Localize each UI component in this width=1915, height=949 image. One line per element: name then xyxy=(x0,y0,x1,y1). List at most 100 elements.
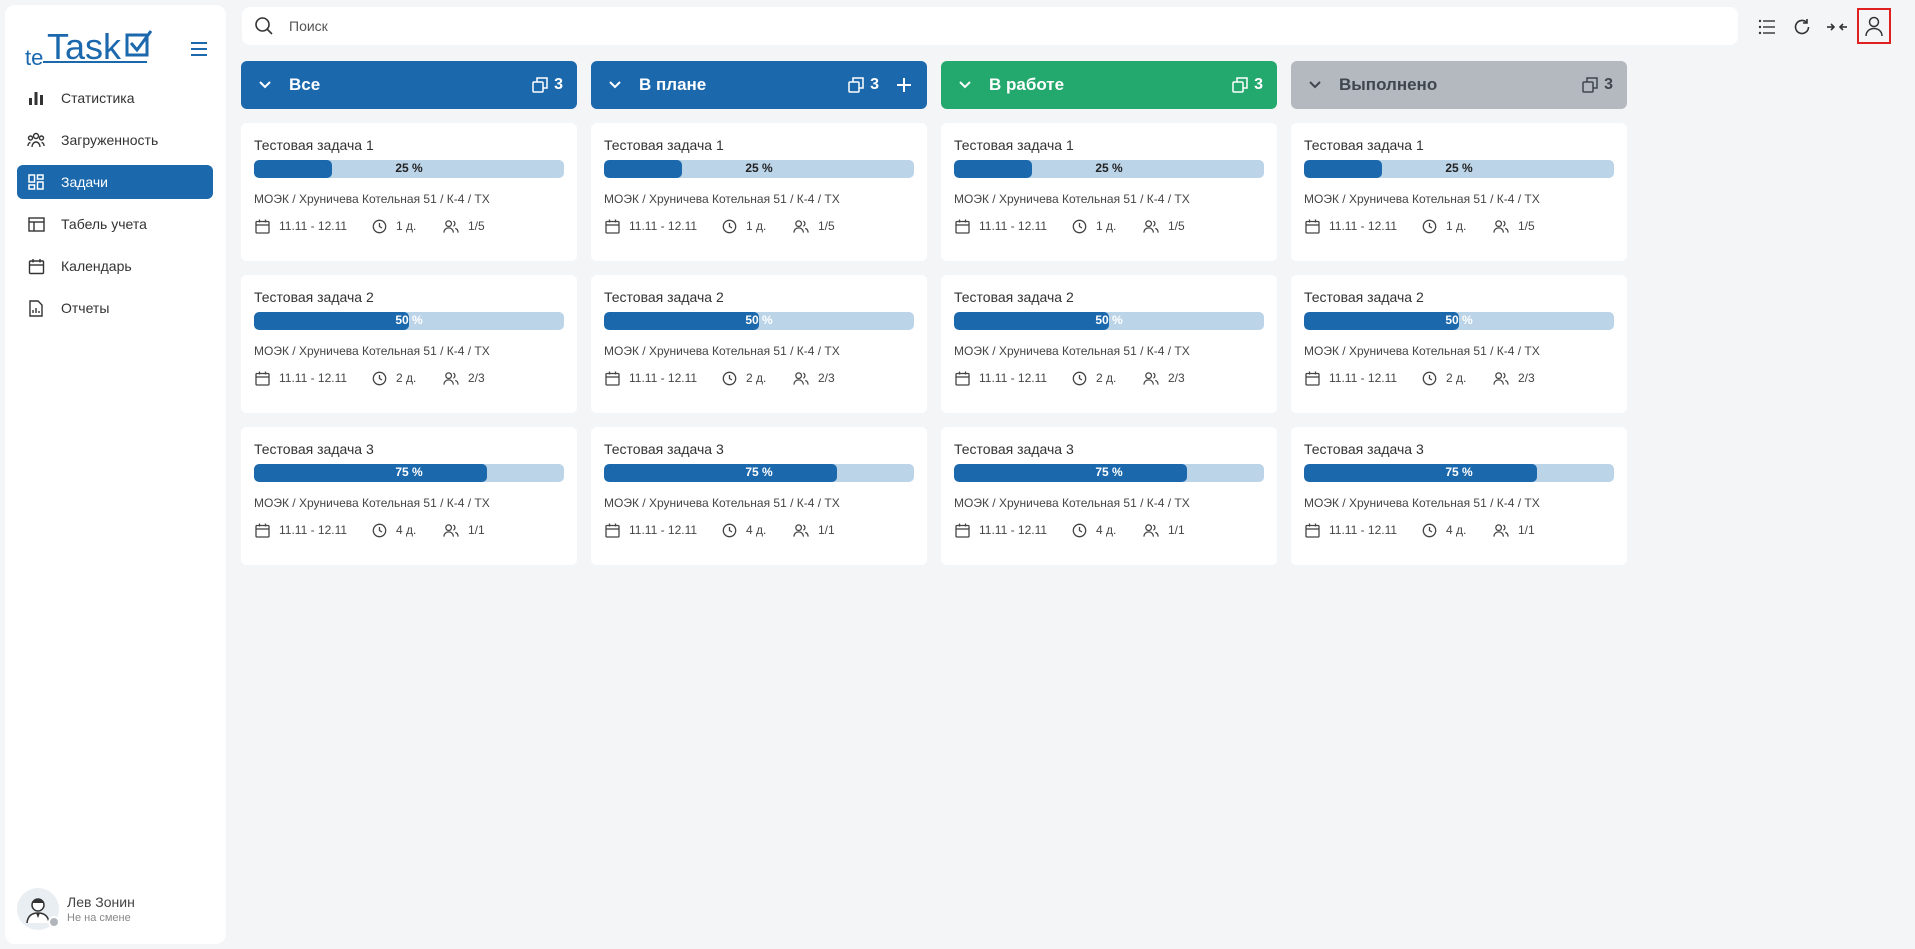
task-duration: 4 д. xyxy=(746,523,767,537)
sidebar-item-calendar[interactable]: Календарь xyxy=(17,249,213,283)
task-card[interactable]: Тестовая задача 2 50 % МОЭК / Хруничева … xyxy=(941,275,1277,413)
chevron-down-icon[interactable] xyxy=(257,77,273,93)
column-count: 3 xyxy=(1604,76,1613,93)
task-card[interactable]: Тестовая задача 3 75 % МОЭК / Хруничева … xyxy=(1291,427,1627,565)
task-path: МОЭК / Хруничева Котельная 51 / К-4 / ТХ xyxy=(604,496,840,510)
user-avatar-icon xyxy=(26,898,50,924)
calendar-icon xyxy=(254,522,270,538)
progress-bar: 75 % xyxy=(254,464,564,482)
task-people: 1/5 xyxy=(818,219,835,233)
sidebar-item-label: Отчеты xyxy=(61,300,110,316)
task-people: 2/3 xyxy=(818,371,835,385)
column-all: Все 3 Тестовая задача 1 25 % МОЭК / Хрун… xyxy=(241,61,577,565)
progress-label: 75 % xyxy=(395,465,423,479)
column-in-progress: В работе 3 Тестовая задача 1 25 % МОЭК /… xyxy=(941,61,1277,565)
column-title: В работе xyxy=(989,75,1065,94)
calendar-icon xyxy=(954,370,970,386)
calendar-icon xyxy=(604,218,620,234)
user-name: Лев Зонин xyxy=(67,894,135,910)
task-card[interactable]: Тестовая задача 2 50 % МОЭК / Хруничева … xyxy=(1291,275,1627,413)
sidebar-item-reports[interactable]: Отчеты xyxy=(17,291,213,325)
task-people: 1/5 xyxy=(1168,219,1185,233)
task-duration: 1 д. xyxy=(746,219,767,233)
task-title: Тестовая задача 1 xyxy=(1304,137,1424,153)
progress-bar: 25 % xyxy=(954,160,1264,178)
users-icon xyxy=(1493,370,1509,386)
task-duration: 1 д. xyxy=(1446,219,1467,233)
copy-icon xyxy=(532,77,548,93)
task-path: МОЭК / Хруничева Котельная 51 / К-4 / ТХ xyxy=(254,344,490,358)
progress-bar: 50 % xyxy=(954,312,1264,330)
refresh-button[interactable] xyxy=(1787,11,1817,43)
list-view-button[interactable] xyxy=(1752,11,1782,43)
users-icon xyxy=(793,218,809,234)
sidebar-item-label: Загруженность xyxy=(61,132,159,148)
list-icon xyxy=(1758,19,1775,35)
column-count: 3 xyxy=(870,76,879,93)
chevron-down-icon[interactable] xyxy=(607,77,623,93)
column-count: 3 xyxy=(1254,76,1263,93)
menu-toggle-icon[interactable] xyxy=(188,38,210,60)
calendar-icon xyxy=(1304,370,1320,386)
task-card[interactable]: Тестовая задача 1 25 % МОЭК / Хруничева … xyxy=(591,123,927,261)
column-header[interactable]: Все 3 xyxy=(241,61,577,109)
search-input[interactable] xyxy=(289,18,1589,34)
clock-icon xyxy=(1071,218,1087,234)
chevron-down-icon[interactable] xyxy=(1307,77,1323,93)
task-duration: 2 д. xyxy=(396,371,417,385)
report-icon xyxy=(27,299,45,317)
tetask-logo[interactable]: te Task xyxy=(23,21,163,73)
calendar-icon xyxy=(27,257,45,275)
task-card[interactable]: Тестовая задача 3 75 % МОЭК / Хруничева … xyxy=(941,427,1277,565)
chevron-down-icon[interactable] xyxy=(957,77,973,93)
progress-bar: 50 % xyxy=(604,312,914,330)
clock-icon xyxy=(721,522,737,538)
task-card[interactable]: Тестовая задача 3 75 % МОЭК / Хруничева … xyxy=(241,427,577,565)
clock-icon xyxy=(1421,522,1437,538)
task-card[interactable]: Тестовая задача 2 50 % МОЭК / Хруничева … xyxy=(241,275,577,413)
team-load-icon xyxy=(27,131,45,149)
column-header[interactable]: В плане 3 xyxy=(591,61,927,109)
clock-icon xyxy=(371,522,387,538)
task-card[interactable]: Тестовая задача 2 50 % МОЭК / Хруничева … xyxy=(591,275,927,413)
users-icon xyxy=(793,522,809,538)
user-profile[interactable]: Лев Зонин Не на смене xyxy=(17,888,135,930)
user-icon xyxy=(1865,16,1883,37)
task-title: Тестовая задача 3 xyxy=(254,441,374,457)
users-icon xyxy=(443,370,459,386)
column-header[interactable]: Выполнено 3 xyxy=(1291,61,1627,109)
progress-bar: 75 % xyxy=(1304,464,1614,482)
sidebar-item-tasks[interactable]: Задачи xyxy=(17,165,213,199)
task-card[interactable]: Тестовая задача 3 75 % МОЭК / Хруничева … xyxy=(591,427,927,565)
refresh-icon xyxy=(1794,19,1810,35)
task-dates: 11.11 - 12.11 xyxy=(1329,371,1398,385)
task-dates: 11.11 - 12.11 xyxy=(979,219,1048,233)
clock-icon xyxy=(1071,370,1087,386)
column-header[interactable]: В работе 3 xyxy=(941,61,1277,109)
search-icon[interactable] xyxy=(253,15,275,37)
task-card[interactable]: Тестовая задача 1 25 % МОЭК / Хруничева … xyxy=(241,123,577,261)
task-card[interactable]: Тестовая задача 1 25 % МОЭК / Хруничева … xyxy=(1291,123,1627,261)
add-task-icon[interactable] xyxy=(895,76,913,94)
progress-label: 25 % xyxy=(1095,161,1123,175)
progress-label: 50 % xyxy=(1445,313,1473,327)
task-title: Тестовая задача 1 xyxy=(604,137,724,153)
task-dates: 11.11 - 12.11 xyxy=(629,219,698,233)
profile-button[interactable] xyxy=(1857,8,1891,44)
task-path: МОЭК / Хруничева Котельная 51 / К-4 / ТХ xyxy=(1304,496,1540,510)
avatar[interactable] xyxy=(17,888,60,930)
progress-bar: 75 % xyxy=(604,464,914,482)
sidebar-item-statistics[interactable]: Статистика xyxy=(17,81,213,115)
users-icon xyxy=(1493,522,1509,538)
task-path: МОЭК / Хруничева Котельная 51 / К-4 / ТХ xyxy=(954,192,1190,206)
kanban-board: Все 3 Тестовая задача 1 25 % МОЭК / Хрун… xyxy=(241,61,1641,565)
task-title: Тестовая задача 2 xyxy=(604,289,724,305)
sidebar-item-workload[interactable]: Загруженность xyxy=(17,123,213,157)
task-card[interactable]: Тестовая задача 1 25 % МОЭК / Хруничева … xyxy=(941,123,1277,261)
task-duration: 1 д. xyxy=(396,219,417,233)
task-dates: 11.11 - 12.11 xyxy=(979,523,1048,537)
users-icon xyxy=(1493,218,1509,234)
sidebar-item-timesheet[interactable]: Табель учета xyxy=(17,207,213,241)
calendar-icon xyxy=(604,370,620,386)
collapse-button[interactable] xyxy=(1822,11,1852,43)
